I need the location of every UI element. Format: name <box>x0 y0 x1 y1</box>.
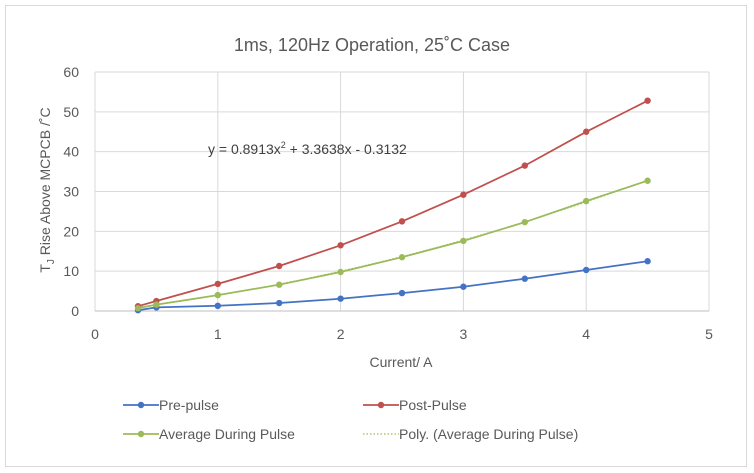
legend-label: Poly. (Average During Pulse) <box>399 426 578 442</box>
data-point <box>276 281 283 288</box>
chart-frame <box>5 5 747 467</box>
data-point <box>214 302 221 310</box>
x-tick-label: 1 <box>214 326 222 342</box>
data-point <box>460 237 467 245</box>
data-point <box>460 191 467 198</box>
x-tick-label: 5 <box>705 326 713 342</box>
legend-label: Post-Pulse <box>399 397 467 413</box>
legend-entry: Average During Pulse <box>123 426 295 442</box>
data-point <box>276 299 283 307</box>
data-point <box>644 258 651 265</box>
data-point <box>337 268 344 276</box>
y-tick-label: 40 <box>63 144 79 160</box>
chart-title: 1ms, 120Hz Operation, 25˚C Case <box>234 35 510 55</box>
data-point <box>276 262 283 270</box>
y-tick-label: 50 <box>63 104 79 120</box>
y-tick-label: 0 <box>71 303 79 319</box>
data-point <box>521 162 528 169</box>
legend-swatch-marker <box>137 401 145 409</box>
legend: Pre-pulse Post-Pulse Average During Pulse P… <box>123 397 578 442</box>
y-tick-labels: 0 10 20 30 40 50 60 <box>63 64 79 319</box>
trendline-equation-main: y = 0.8913x <box>208 141 281 157</box>
data-point <box>398 289 406 297</box>
legend-label: Pre-pulse <box>159 397 219 413</box>
data-point <box>521 218 528 226</box>
series-line-2 <box>137 179 648 310</box>
x-tick-label: 0 <box>91 326 99 342</box>
y-tick-label: 30 <box>63 184 79 200</box>
legend-swatch-marker <box>377 401 385 409</box>
y-tick-label: 10 <box>63 263 79 279</box>
data-point <box>583 197 590 205</box>
data-point <box>644 97 651 104</box>
data-point <box>644 177 651 184</box>
data-point <box>153 301 160 308</box>
data-point <box>337 295 344 302</box>
legend-label: Average During Pulse <box>159 426 295 442</box>
trendline-equation: y = 0.8913x2 + 3.3638x - 0.3132 <box>208 140 407 157</box>
data-point <box>214 291 221 299</box>
y-axis-label-post: Rise Above MCPCB /˚C <box>37 107 53 259</box>
trendline-poly-average <box>137 179 648 308</box>
trendline-layer <box>137 179 648 308</box>
series-line-0 <box>137 260 648 312</box>
series-line-1 <box>137 99 648 308</box>
x-tick-label: 3 <box>460 326 468 342</box>
legend-swatch-marker <box>137 430 145 438</box>
x-tick-labels: 0 1 2 3 4 5 <box>91 326 713 342</box>
data-point <box>337 242 344 249</box>
y-tick-label: 60 <box>63 64 79 80</box>
data-point <box>521 275 528 282</box>
y-tick-label: 20 <box>63 223 79 239</box>
data-point <box>398 218 406 225</box>
data-point <box>583 128 590 135</box>
data-point <box>134 305 142 312</box>
y-axis-label: TJ Rise Above MCPCB /˚C <box>37 107 57 272</box>
data-point <box>398 254 406 261</box>
trendline-equation-sup: 2 <box>281 140 286 150</box>
trendline-equation-rest: + 3.3638x - 0.3132 <box>286 141 407 157</box>
legend-entry: Post-Pulse <box>363 397 467 413</box>
y-axis-label-pre: T <box>37 264 53 273</box>
data-point <box>460 283 467 290</box>
y-axis-label-sub: J <box>46 259 57 264</box>
x-axis-label: Current/ A <box>369 354 433 370</box>
data-point <box>214 280 221 288</box>
series-layer <box>134 97 651 314</box>
data-point <box>583 266 590 274</box>
legend-entry: Pre-pulse <box>123 397 219 413</box>
x-tick-label: 2 <box>337 326 345 342</box>
x-tick-label: 4 <box>582 326 590 342</box>
legend-entry: Poly. (Average During Pulse) <box>363 426 578 442</box>
